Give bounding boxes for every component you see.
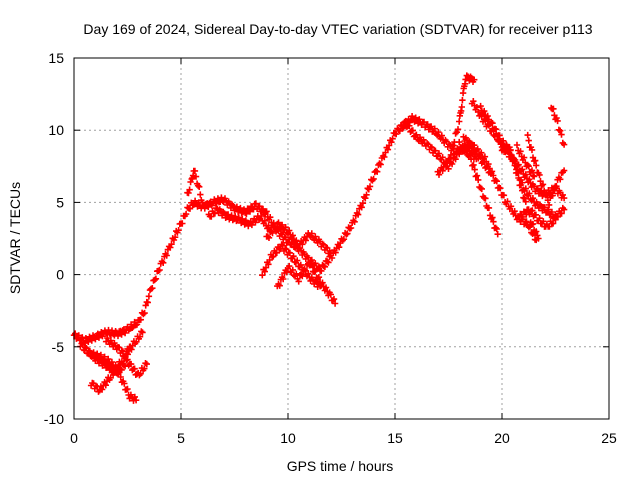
x-tick-label: 15	[387, 430, 403, 446]
series-mid-branch-b	[259, 241, 324, 290]
x-axis-label: GPS time / hours	[287, 458, 394, 474]
point-markers	[274, 260, 339, 307]
y-tick-label: 15	[48, 50, 64, 66]
point-markers	[513, 141, 538, 180]
x-tick-label: 20	[494, 430, 510, 446]
plot-frame	[73, 57, 610, 420]
series-mid-branch-d	[263, 219, 334, 257]
point-markers	[524, 131, 568, 209]
y-tick-label: 5	[56, 194, 64, 210]
series-late-branch-h	[524, 131, 568, 209]
y-axis-label: SDTVAR / TECUs	[7, 182, 23, 294]
series-late-branch-a	[398, 113, 480, 163]
axis-ticks: 0 5 10 15 20 25 -10 -5 0 5 10 15	[44, 50, 617, 446]
point-markers	[205, 204, 275, 235]
data-points	[70, 72, 568, 404]
y-tick-label: 10	[48, 122, 64, 138]
series-late-branch-c	[456, 138, 501, 238]
series-late-branch-b	[434, 72, 478, 178]
point-markers	[434, 72, 478, 178]
point-markers	[259, 241, 324, 290]
y-tick-label: -5	[52, 339, 65, 355]
point-markers	[498, 141, 542, 242]
x-tick-label: 5	[177, 430, 185, 446]
series-dip-early-4	[102, 328, 146, 360]
point-markers	[548, 104, 568, 148]
point-markers	[460, 133, 540, 244]
series-spike-5h	[184, 167, 206, 206]
point-markers	[102, 328, 146, 360]
y-tick-label: -10	[44, 411, 64, 427]
x-tick-label: 10	[280, 430, 296, 446]
series-mid-branch-a	[205, 204, 275, 235]
point-markers	[398, 113, 480, 163]
grid-lines	[74, 58, 609, 419]
chart-title: Day 169 of 2024, Sidereal Day-to-day VTE…	[83, 21, 592, 37]
point-markers	[456, 138, 501, 238]
point-markers	[263, 219, 334, 257]
series-late-branch-j	[548, 104, 568, 148]
series-mid-branch-c	[274, 260, 339, 307]
series-late-branch-g	[513, 141, 538, 180]
y-tick-label: 0	[56, 267, 64, 283]
point-markers	[184, 167, 206, 206]
series-late-branch-d	[460, 133, 540, 244]
series-late-branch-k	[498, 141, 542, 242]
x-tick-label: 25	[601, 430, 617, 446]
x-tick-label: 0	[70, 430, 78, 446]
